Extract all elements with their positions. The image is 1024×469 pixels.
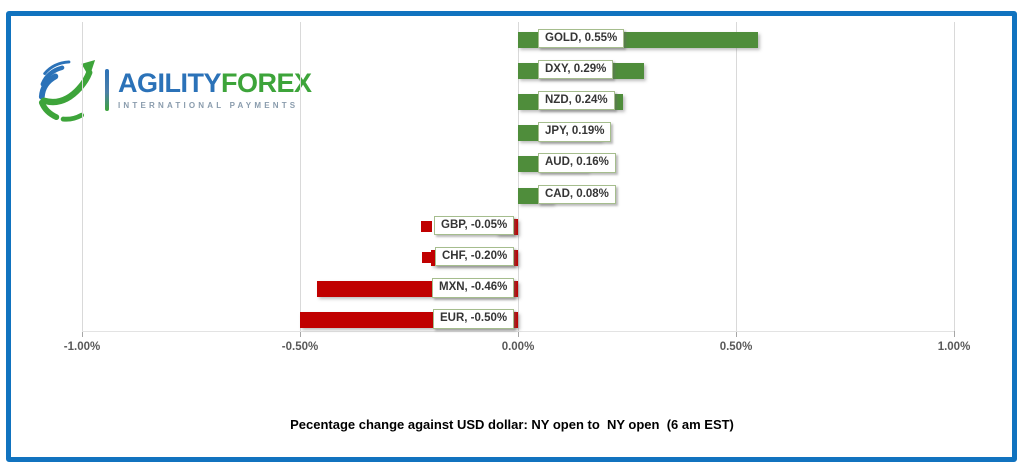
chart-title: Pecentage change against USD dollar: NY … — [290, 417, 734, 432]
axis-tick-label--1.00%: -1.00% — [63, 341, 101, 353]
agilityforex-logo: AGILITYFOREX INTERNATIONAL PAYMENTS — [36, 58, 312, 122]
axis-tick-1.00% — [954, 331, 955, 337]
axis-tick-label--0.50%: -0.50% — [281, 341, 319, 353]
axis-tick-label-0.00%: 0.00% — [501, 341, 535, 353]
bar-label-MXN: MXN, -0.46% — [432, 278, 515, 298]
axis-tick-label-0.50%: 0.50% — [719, 341, 753, 353]
bar-label-EUR: EUR, -0.50% — [433, 309, 515, 329]
axis-tick-0.50% — [736, 331, 737, 337]
bar-label-CHF: CHF, -0.20% — [435, 246, 515, 267]
logo-brand-agility: AGILITY — [118, 68, 222, 98]
logo-brand: AGILITYFOREX — [118, 70, 312, 97]
axis-tick--0.50% — [300, 331, 301, 337]
logo-divider — [105, 69, 109, 111]
bar-label-AUD: AUD, 0.16% — [538, 153, 616, 173]
bar-label-GOLD: GOLD, 0.55% — [538, 28, 625, 48]
gridline-1.00% — [954, 22, 955, 331]
gridline-0.50% — [736, 22, 737, 331]
frame-border — [6, 11, 1017, 462]
axis-tick--1.00% — [82, 331, 83, 337]
gridline--0.50% — [300, 22, 301, 331]
bar-label-JPY: JPY, 0.19% — [538, 122, 612, 142]
gridline-0.00% — [518, 22, 519, 331]
bar-label-GBP: GBP, -0.05% — [434, 215, 515, 236]
logo-tagline: INTERNATIONAL PAYMENTS — [118, 101, 299, 110]
x-axis-line — [82, 331, 954, 332]
axis-tick-label-1.00%: 1.00% — [937, 341, 971, 353]
bar-endcap-GBP — [421, 221, 432, 233]
globe-arrow-icon — [38, 59, 96, 122]
axis-tick-0.00% — [518, 331, 519, 337]
gridline--1.00% — [82, 22, 83, 331]
bar-endcap-CHF — [422, 252, 433, 264]
logo-brand-forex: FOREX — [221, 68, 312, 98]
bar-label-CAD: CAD, 0.08% — [538, 184, 616, 204]
bar-label-DXY: DXY, 0.29% — [538, 59, 614, 80]
bar-label-NZD: NZD, 0.24% — [538, 90, 615, 111]
